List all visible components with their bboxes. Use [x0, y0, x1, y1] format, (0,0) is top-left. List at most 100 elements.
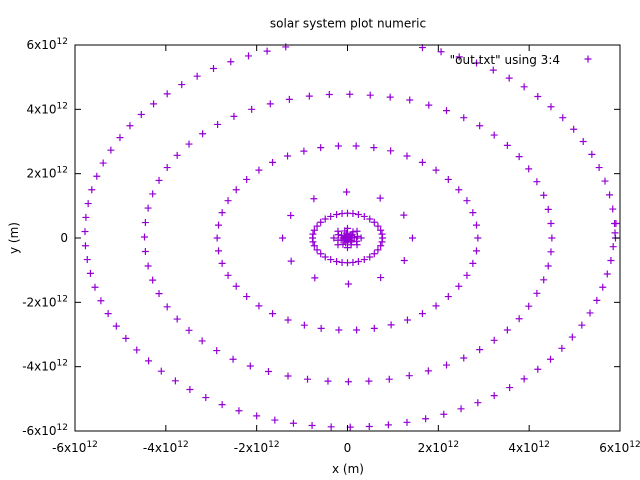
data-point — [472, 221, 480, 229]
data-point — [149, 190, 157, 198]
data-point — [224, 271, 232, 279]
data-point — [107, 146, 115, 154]
data-point — [444, 175, 452, 183]
data-point — [289, 419, 297, 427]
data-point — [612, 220, 620, 228]
data-point — [360, 256, 368, 264]
data-point — [533, 289, 541, 297]
data-point — [520, 83, 528, 91]
data-point — [311, 274, 319, 282]
data-point — [403, 152, 411, 160]
data-point — [313, 246, 321, 254]
data-point — [248, 105, 256, 113]
x-axis-label: x (m) — [332, 462, 364, 476]
data-point — [515, 315, 523, 323]
data-point — [349, 228, 357, 236]
data-point — [325, 91, 333, 99]
data-point — [432, 166, 440, 174]
data-point — [455, 186, 463, 194]
data-point — [360, 212, 368, 220]
data-point — [334, 142, 342, 150]
data-point — [455, 53, 463, 61]
data-point — [99, 159, 107, 167]
data-point — [444, 293, 452, 301]
data-point — [163, 164, 171, 172]
data-point — [253, 412, 261, 420]
x-tick-label: 6x1012 — [599, 440, 640, 455]
data-point — [214, 120, 222, 128]
data-point — [218, 259, 226, 267]
data-point — [469, 209, 477, 217]
data-point — [309, 238, 317, 246]
data-point — [534, 92, 542, 100]
data-point — [354, 211, 362, 219]
data-point — [525, 302, 533, 310]
data-point — [606, 191, 614, 199]
y-axis-label: y (m) — [7, 222, 21, 254]
data-point — [317, 144, 325, 152]
data-point — [374, 222, 382, 230]
data-point — [198, 337, 206, 345]
data-point — [246, 362, 254, 370]
data-point — [384, 421, 392, 429]
data-point — [215, 247, 223, 255]
data-point — [84, 200, 92, 208]
data-point — [284, 372, 292, 380]
data-point — [370, 324, 378, 332]
data-point — [83, 256, 91, 264]
data-point — [155, 176, 163, 184]
data-point — [603, 270, 611, 278]
data-point — [520, 375, 528, 383]
data-point — [244, 52, 252, 60]
data-point — [321, 253, 329, 261]
data-point — [515, 153, 523, 161]
data-point — [213, 234, 221, 242]
data-point — [335, 326, 343, 334]
data-point — [230, 112, 238, 120]
data-point — [578, 321, 586, 329]
data-point — [425, 101, 433, 109]
data-point — [344, 244, 351, 252]
data-point — [284, 152, 292, 160]
data-point — [149, 276, 157, 284]
data-point — [266, 100, 274, 108]
chart-title: solar system plot numeric — [270, 17, 426, 31]
data-point — [308, 422, 316, 430]
data-point — [224, 197, 232, 205]
data-point — [386, 93, 394, 101]
data-point — [463, 271, 471, 279]
data-point — [263, 47, 271, 55]
data-point — [300, 321, 308, 329]
data-point — [469, 259, 477, 267]
data-point — [285, 95, 293, 103]
data-point — [365, 422, 373, 430]
data-point — [215, 221, 223, 229]
data-point — [405, 372, 413, 380]
data-point — [599, 283, 607, 291]
data-point — [476, 122, 484, 130]
data-point — [370, 144, 378, 152]
data-point — [525, 165, 533, 173]
data-point — [229, 355, 237, 363]
data-point — [374, 246, 382, 254]
data-point — [455, 282, 463, 290]
data-point — [378, 230, 386, 238]
data-point — [284, 316, 292, 324]
data-point — [344, 378, 352, 386]
x-tick-label: 2x1012 — [418, 440, 459, 455]
data-point — [533, 178, 541, 186]
data-point — [349, 258, 357, 266]
data-point — [353, 227, 361, 235]
data-point — [334, 241, 342, 249]
legend: "out.txt" using 3:4 — [450, 53, 592, 67]
x-tick-label: -2x1012 — [234, 440, 280, 455]
data-point — [403, 418, 411, 426]
data-point — [287, 211, 295, 219]
data-point — [133, 346, 141, 354]
data-point — [144, 204, 152, 212]
data-point — [193, 72, 201, 80]
x-tick-label: 4x1012 — [508, 440, 549, 455]
data-point — [97, 297, 105, 305]
data-point — [611, 229, 619, 237]
data-point — [199, 130, 207, 138]
